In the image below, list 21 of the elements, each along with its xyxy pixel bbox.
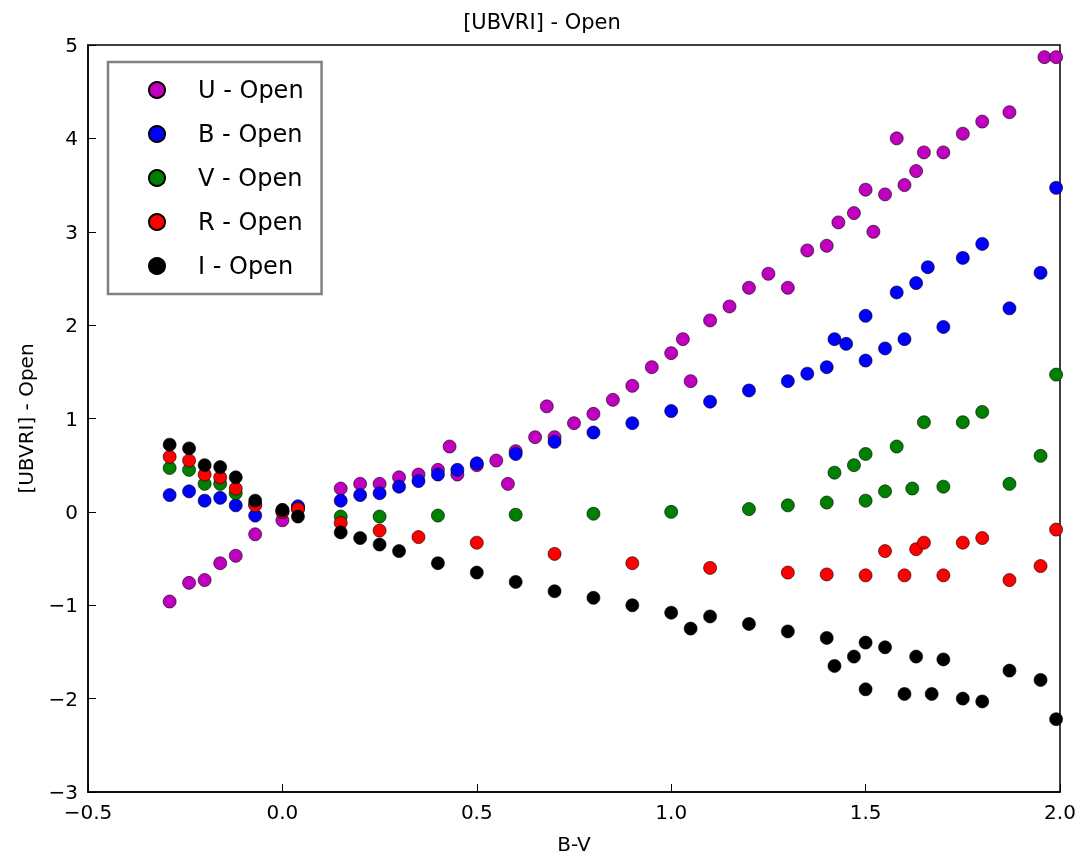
legend-label: R - Open	[198, 208, 303, 236]
x-axis-title: B-V	[557, 832, 592, 856]
x-tick-label: 1.0	[655, 800, 688, 824]
y-tick-label: 5	[65, 33, 78, 57]
legend-label: B - Open	[198, 120, 303, 148]
legend-label: U - Open	[198, 76, 304, 104]
y-tick-label: 3	[65, 219, 78, 244]
chart-title: [UBVRI] - Open	[463, 9, 621, 34]
y-axis-title: [UBVRI] - Open	[14, 343, 38, 494]
legend-label: V - Open	[198, 164, 303, 192]
y-tick-label: −2	[48, 686, 78, 711]
y-tick-label: 4	[65, 126, 78, 151]
legend-label: I - Open	[198, 252, 294, 280]
x-tick-label: 0.5	[460, 800, 493, 824]
y-tick-label: −1	[48, 593, 78, 618]
x-tick-label: 2.0	[1044, 800, 1076, 824]
x-tick-label: 0.0	[266, 800, 299, 824]
x-tick-label: 1.5	[849, 800, 882, 824]
y-tick-label: 0	[65, 499, 78, 524]
y-tick-label: 1	[65, 406, 78, 431]
y-tick-label: 2	[65, 313, 78, 338]
